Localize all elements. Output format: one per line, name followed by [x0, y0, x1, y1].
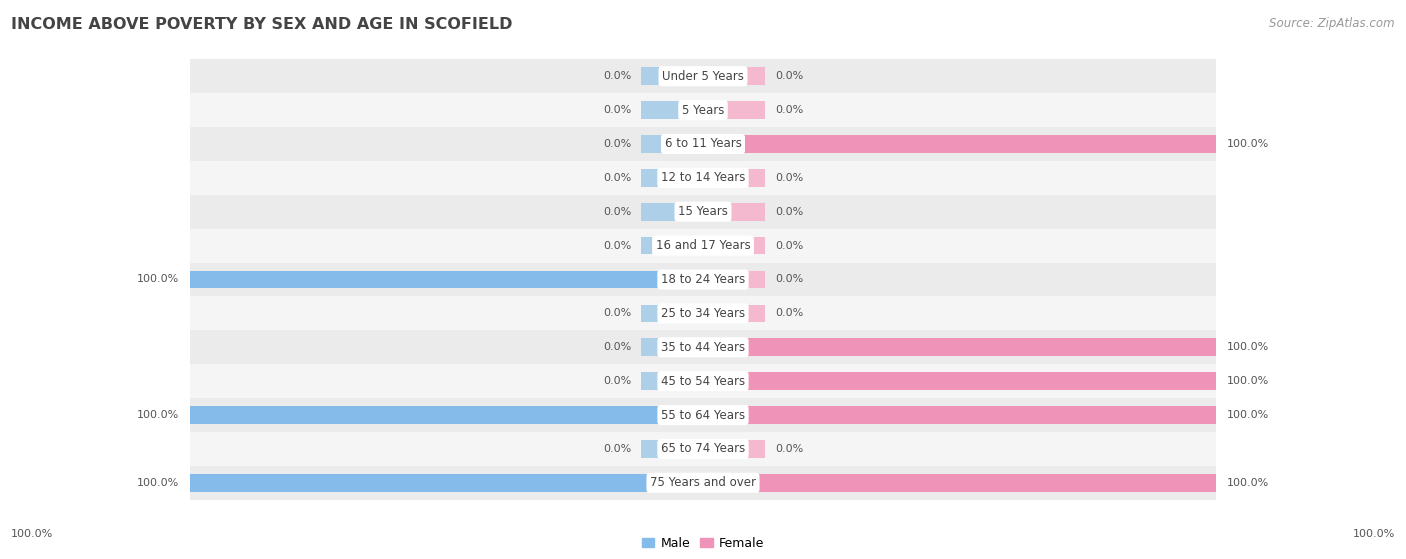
Bar: [190, 59, 1216, 93]
Text: 65 to 74 Years: 65 to 74 Years: [661, 442, 745, 456]
Bar: [641, 203, 703, 221]
Text: 0.0%: 0.0%: [603, 444, 631, 454]
Bar: [641, 338, 703, 356]
Text: 0.0%: 0.0%: [775, 444, 803, 454]
Bar: [703, 406, 765, 424]
Text: Under 5 Years: Under 5 Years: [662, 70, 744, 83]
Bar: [641, 305, 703, 322]
Bar: [703, 338, 1216, 356]
Bar: [703, 101, 765, 119]
Text: 45 to 54 Years: 45 to 54 Years: [661, 375, 745, 387]
Bar: [641, 406, 703, 424]
Bar: [703, 271, 765, 288]
Bar: [703, 169, 765, 187]
Bar: [703, 305, 765, 322]
Text: 0.0%: 0.0%: [603, 309, 631, 319]
Text: 100.0%: 100.0%: [136, 410, 179, 420]
Bar: [641, 68, 703, 85]
Text: 5 Years: 5 Years: [682, 103, 724, 117]
Bar: [190, 406, 703, 424]
Bar: [703, 372, 1216, 390]
Text: 100.0%: 100.0%: [136, 478, 179, 488]
Text: 0.0%: 0.0%: [775, 71, 803, 81]
Text: 100.0%: 100.0%: [1227, 410, 1270, 420]
Text: 15 Years: 15 Years: [678, 205, 728, 218]
Text: 18 to 24 Years: 18 to 24 Years: [661, 273, 745, 286]
Text: 0.0%: 0.0%: [775, 274, 803, 285]
Text: 100.0%: 100.0%: [1353, 529, 1395, 539]
Text: 0.0%: 0.0%: [603, 105, 631, 115]
Text: 12 to 14 Years: 12 to 14 Years: [661, 172, 745, 184]
Text: 100.0%: 100.0%: [1227, 376, 1270, 386]
Text: 100.0%: 100.0%: [11, 529, 53, 539]
Text: 0.0%: 0.0%: [775, 207, 803, 217]
Bar: [641, 440, 703, 458]
Bar: [190, 161, 1216, 195]
Text: 0.0%: 0.0%: [775, 240, 803, 250]
Text: 0.0%: 0.0%: [603, 207, 631, 217]
Bar: [703, 440, 765, 458]
Text: 25 to 34 Years: 25 to 34 Years: [661, 307, 745, 320]
Text: 6 to 11 Years: 6 to 11 Years: [665, 138, 741, 150]
Bar: [190, 466, 1216, 500]
Text: 0.0%: 0.0%: [603, 139, 631, 149]
Bar: [190, 127, 1216, 161]
Text: 100.0%: 100.0%: [1227, 342, 1270, 352]
Bar: [190, 271, 703, 288]
Bar: [641, 237, 703, 254]
Bar: [190, 398, 1216, 432]
Bar: [190, 229, 1216, 263]
Bar: [190, 330, 1216, 364]
Bar: [641, 135, 703, 153]
Bar: [190, 195, 1216, 229]
Bar: [190, 263, 1216, 296]
Bar: [190, 364, 1216, 398]
Text: 0.0%: 0.0%: [603, 71, 631, 81]
Legend: Male, Female: Male, Female: [637, 532, 769, 555]
Bar: [641, 169, 703, 187]
Text: 0.0%: 0.0%: [603, 342, 631, 352]
Text: 55 to 64 Years: 55 to 64 Years: [661, 409, 745, 421]
Text: 0.0%: 0.0%: [603, 376, 631, 386]
Bar: [641, 372, 703, 390]
Bar: [190, 296, 1216, 330]
Bar: [641, 474, 703, 491]
Bar: [641, 271, 703, 288]
Bar: [703, 203, 765, 221]
Bar: [703, 135, 765, 153]
Text: 0.0%: 0.0%: [775, 309, 803, 319]
Bar: [190, 93, 1216, 127]
Text: 0.0%: 0.0%: [775, 105, 803, 115]
Bar: [190, 474, 703, 491]
Bar: [703, 406, 1216, 424]
Text: 0.0%: 0.0%: [775, 173, 803, 183]
Bar: [703, 372, 765, 390]
Text: 0.0%: 0.0%: [603, 240, 631, 250]
Bar: [190, 432, 1216, 466]
Bar: [703, 474, 765, 491]
Text: 75 Years and over: 75 Years and over: [650, 476, 756, 489]
Bar: [703, 338, 765, 356]
Text: 0.0%: 0.0%: [603, 173, 631, 183]
Bar: [641, 101, 703, 119]
Text: Source: ZipAtlas.com: Source: ZipAtlas.com: [1270, 17, 1395, 30]
Bar: [703, 68, 765, 85]
Bar: [703, 237, 765, 254]
Bar: [703, 135, 1216, 153]
Text: 16 and 17 Years: 16 and 17 Years: [655, 239, 751, 252]
Text: 100.0%: 100.0%: [136, 274, 179, 285]
Bar: [703, 474, 1216, 491]
Text: INCOME ABOVE POVERTY BY SEX AND AGE IN SCOFIELD: INCOME ABOVE POVERTY BY SEX AND AGE IN S…: [11, 17, 513, 32]
Text: 100.0%: 100.0%: [1227, 139, 1270, 149]
Text: 35 to 44 Years: 35 to 44 Years: [661, 341, 745, 354]
Text: 100.0%: 100.0%: [1227, 478, 1270, 488]
